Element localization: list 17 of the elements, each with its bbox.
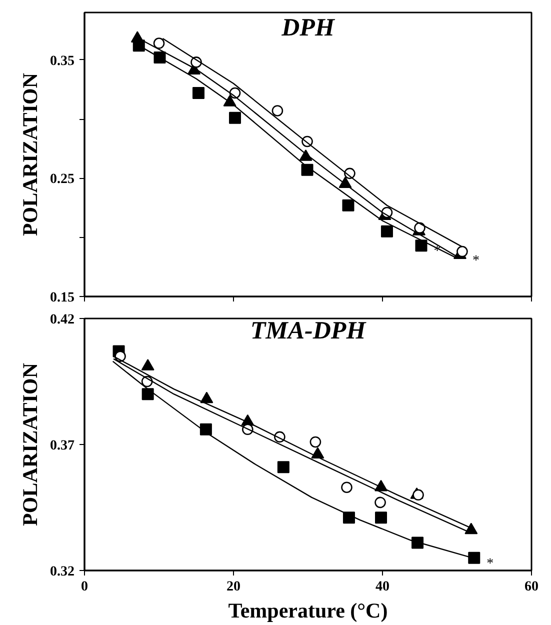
x-axis-title: Temperature (°C)	[228, 598, 388, 622]
y-tick-label: 0.32	[50, 564, 74, 580]
x-tick-label: 20	[226, 580, 240, 594]
y-tick-label: 0.25	[50, 172, 74, 188]
y-tick-label: 0.35	[50, 54, 74, 69]
y-axis-title: POLARIZATION	[18, 73, 42, 236]
y-tick-label: 0.37	[50, 438, 74, 454]
chart-title: TMA-DPH	[250, 318, 368, 344]
annotation: *	[486, 556, 494, 572]
x-tick-label: 40	[376, 580, 390, 594]
chart-title: DPH	[280, 14, 336, 42]
x-tick-label: 60	[524, 580, 538, 594]
y-tick-label: 0.15	[50, 290, 74, 306]
annotation: *	[472, 254, 480, 269]
y-tick-label: 0.42	[50, 312, 74, 328]
y-axis-title: POLARIZATION	[18, 363, 42, 526]
x-tick-label: 0	[81, 580, 88, 594]
